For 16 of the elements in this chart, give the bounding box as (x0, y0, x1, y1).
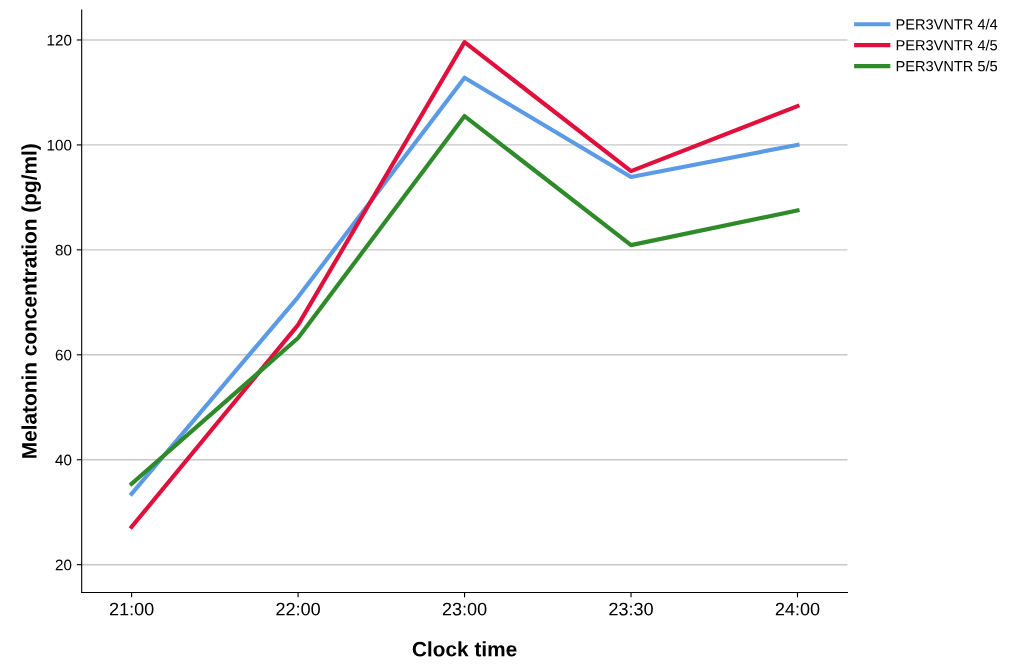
y-tick-label: 40 (55, 454, 72, 466)
x-tick-label: 22:00 (276, 602, 320, 616)
y-axis-title: Melatonin concentration (pg/ml) (21, 144, 41, 458)
legend-label: PER3VNTR 5/5 (896, 60, 998, 72)
x-tick-label: 23:30 (609, 602, 653, 616)
x-tick-label: 23:00 (442, 602, 487, 616)
y-tick-label: 60 (55, 349, 72, 361)
y-tick-label: 20 (55, 559, 72, 571)
legend-label: PER3VNTR 4/4 (896, 18, 998, 30)
legend-label: PER3VNTR 4/5 (896, 39, 998, 51)
y-tick-label: 120 (47, 34, 72, 46)
x-tick-label: 21:00 (109, 602, 154, 616)
x-tick-label: 24:00 (775, 602, 820, 616)
x-axis-title: Clock time (412, 641, 517, 657)
y-tick-label: 80 (55, 244, 72, 256)
y-tick-label: 100 (47, 139, 72, 151)
